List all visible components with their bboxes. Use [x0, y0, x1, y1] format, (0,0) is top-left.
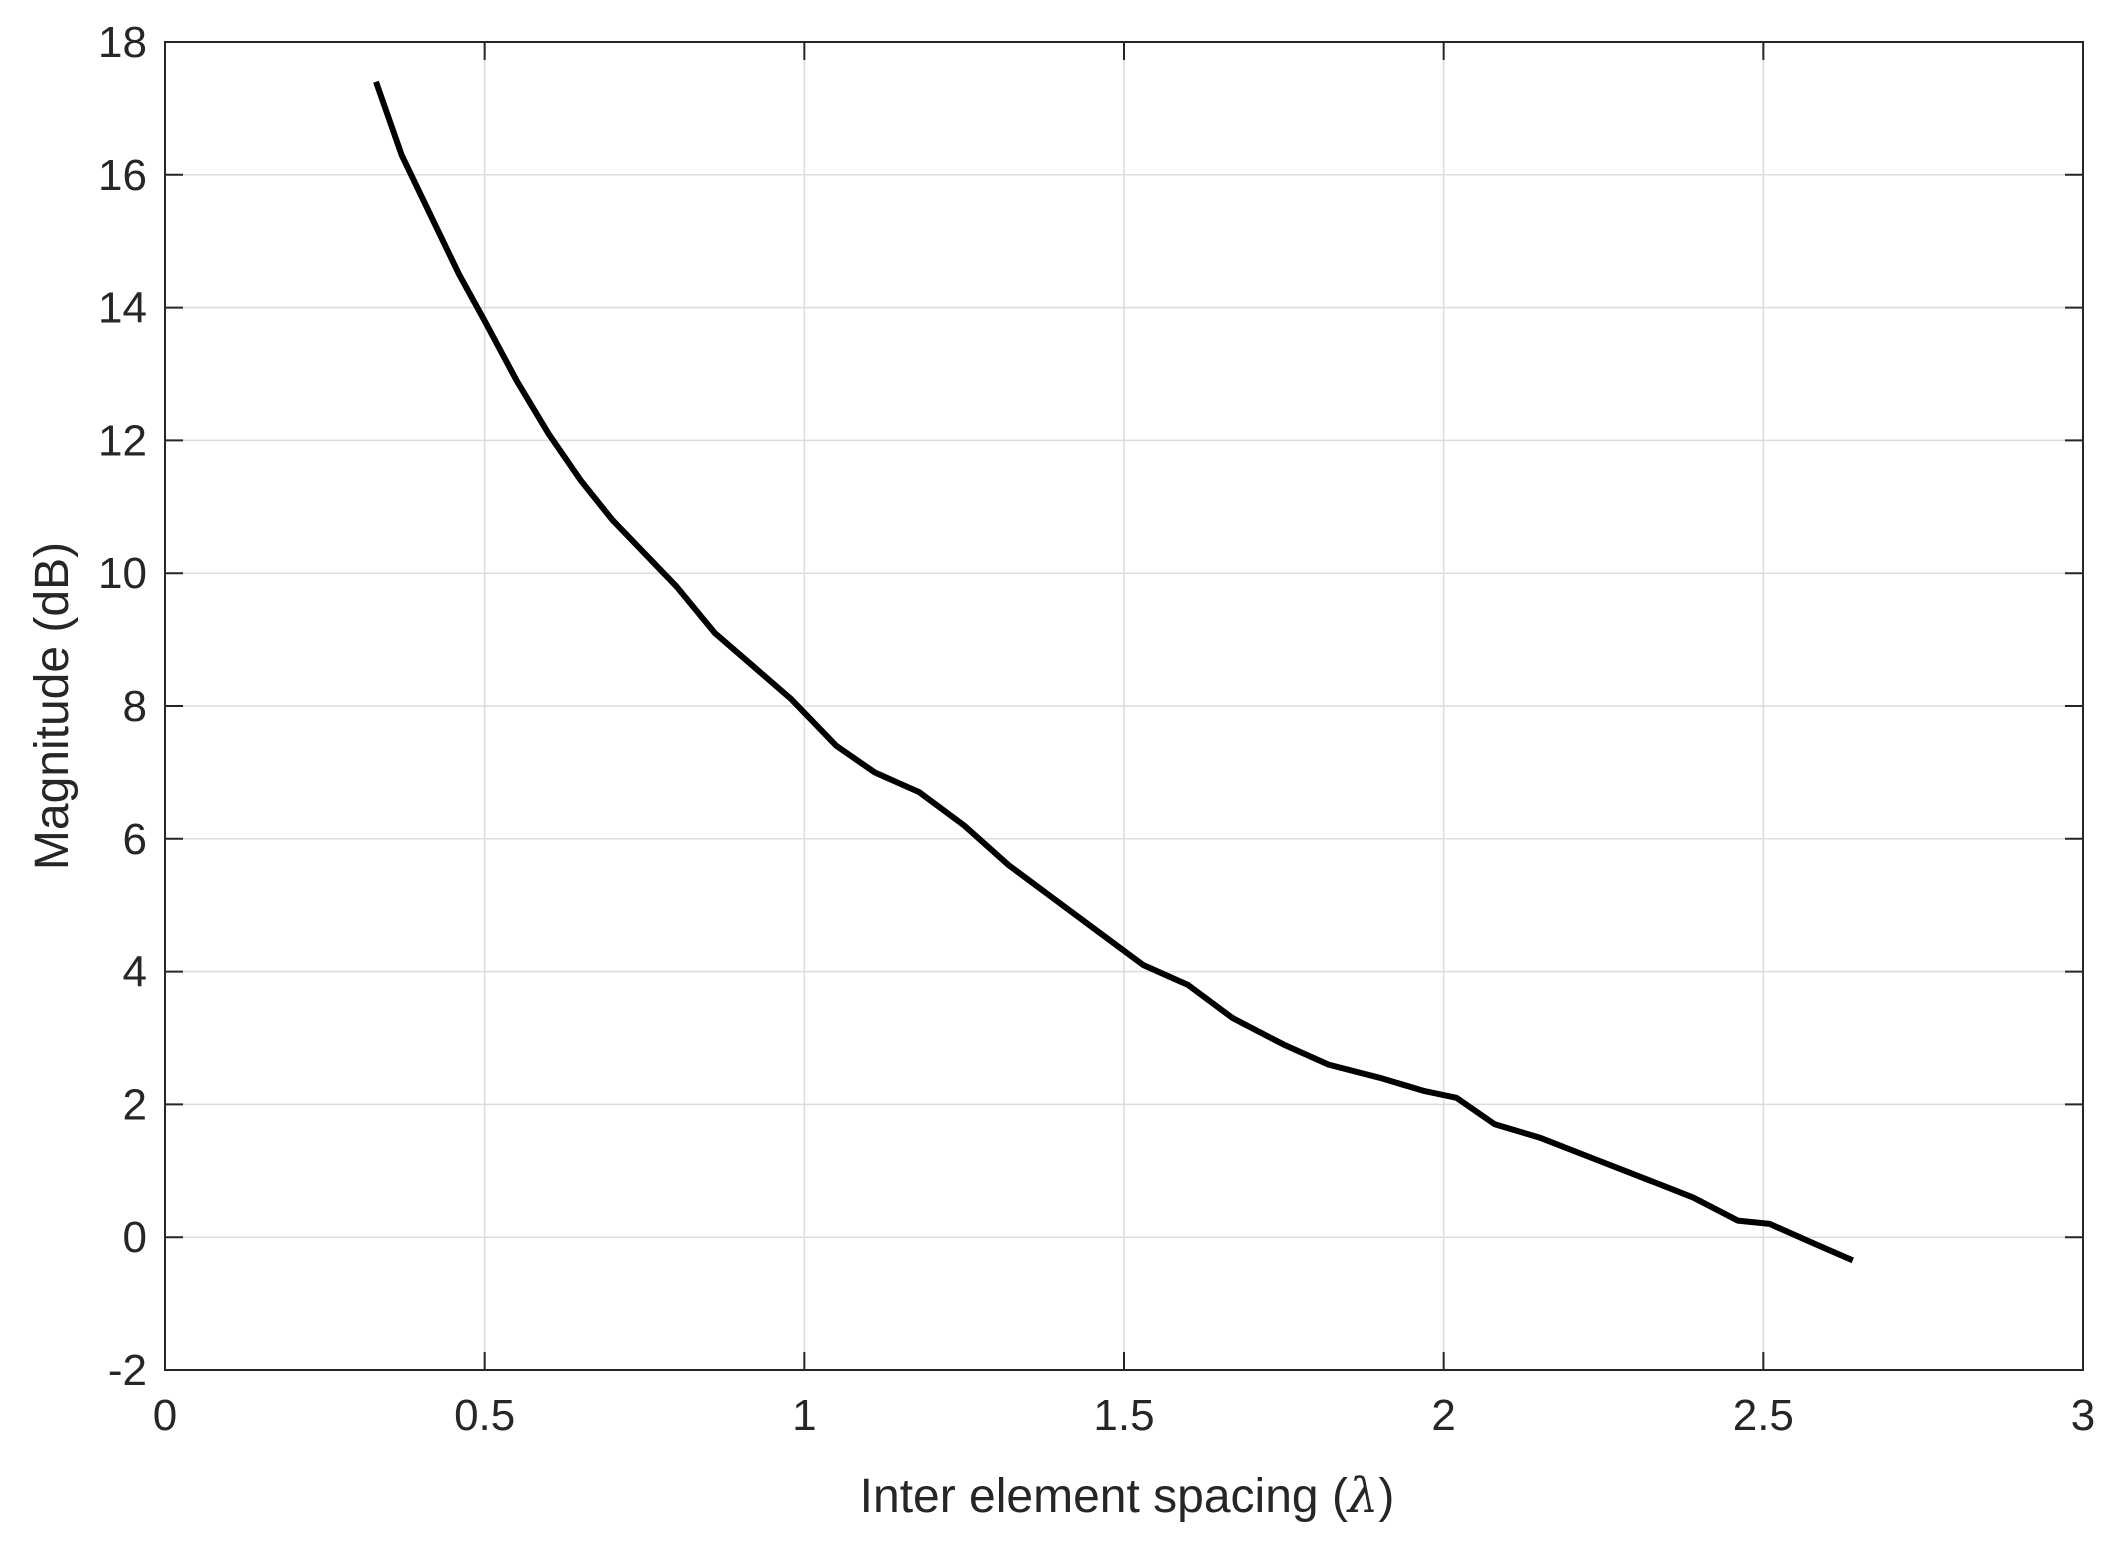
y-tick-label: 8: [123, 682, 147, 731]
x-tick-label: 1: [792, 1391, 816, 1440]
y-tick-label: 16: [98, 151, 147, 200]
x-tick-label: 0: [153, 1391, 177, 1440]
x-axis-label-prefix: Inter element spacing (: [860, 1470, 1348, 1523]
x-tick-label: 2.5: [1733, 1391, 1794, 1440]
y-tick-label: 2: [123, 1080, 147, 1129]
y-tick-label: 18: [98, 18, 147, 67]
y-tick-label: 12: [98, 416, 147, 465]
y-tick-label: 4: [123, 948, 147, 997]
series-line: [373, 80, 1854, 1264]
y-tick-label: 10: [98, 549, 147, 598]
grid-lines: [165, 42, 2083, 1370]
y-tick-labels: -2 0 2 4 6 8 10 12 14 16 18: [98, 18, 147, 1395]
y-tick-label: 6: [123, 815, 147, 864]
y-tick-label: 0: [123, 1213, 147, 1262]
y-axis-label: Magnitude (dB): [26, 542, 79, 870]
y-tick-label: 14: [98, 284, 147, 333]
y-tick-label: -2: [108, 1346, 147, 1395]
tick-marks: [164, 41, 2084, 1371]
x-axis-label-suffix: ): [1378, 1470, 1394, 1523]
series-layer: [373, 80, 1854, 1264]
x-tick-label: 0.5: [454, 1391, 515, 1440]
x-axis-label: Inter element spacing (λ): [860, 1468, 1395, 1524]
x-tick-labels: 0 0.5 1 1.5 2 2.5 3: [153, 1391, 2095, 1440]
x-tick-label: 3: [2071, 1391, 2095, 1440]
x-tick-label: 1.5: [1093, 1391, 1154, 1440]
x-tick-label: 2: [1431, 1391, 1455, 1440]
x-axis-label-symbol: λ: [1346, 1468, 1378, 1524]
